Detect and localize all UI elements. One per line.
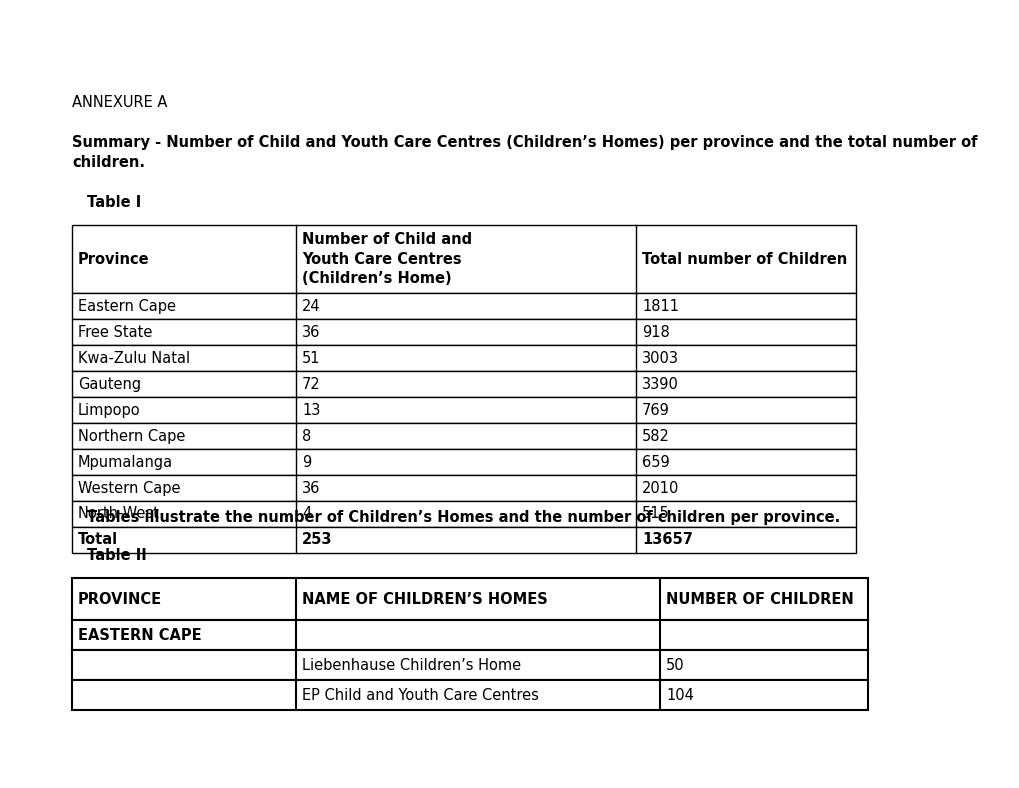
Text: 13657: 13657 — [641, 533, 692, 548]
Bar — [72, 423, 855, 449]
Text: 8: 8 — [302, 429, 311, 444]
Text: ANNEXURE A: ANNEXURE A — [72, 95, 167, 110]
Text: 50: 50 — [665, 657, 684, 672]
Text: Total: Total — [77, 533, 118, 548]
Text: Total number of Children: Total number of Children — [641, 251, 847, 266]
Text: Eastern Cape: Eastern Cape — [77, 299, 176, 314]
Text: 3390: 3390 — [641, 377, 679, 392]
Text: 659: 659 — [641, 455, 669, 470]
Text: 24: 24 — [302, 299, 320, 314]
Text: Northern Cape: Northern Cape — [77, 429, 185, 444]
Text: North-West: North-West — [77, 507, 160, 522]
Text: Western Cape: Western Cape — [77, 481, 180, 496]
Text: NAME OF CHILDREN’S HOMES: NAME OF CHILDREN’S HOMES — [302, 592, 547, 607]
Text: 515: 515 — [641, 507, 669, 522]
Bar — [72, 527, 855, 553]
Text: 36: 36 — [302, 325, 320, 340]
Text: Tables illustrate the number of Children’s Homes and the number of children per : Tables illustrate the number of Children… — [87, 510, 840, 525]
Text: 582: 582 — [641, 429, 669, 444]
Text: Table II: Table II — [87, 548, 147, 563]
Bar — [72, 449, 855, 475]
Text: Mpumalanga: Mpumalanga — [77, 455, 173, 470]
Text: NUMBER OF CHILDREN: NUMBER OF CHILDREN — [665, 592, 853, 607]
Text: Table I: Table I — [87, 195, 141, 210]
Text: 4: 4 — [302, 507, 311, 522]
Bar — [72, 293, 855, 319]
Bar — [72, 501, 855, 527]
Text: Liebenhause Children’s Home: Liebenhause Children’s Home — [302, 657, 521, 672]
Text: Kwa-Zulu Natal: Kwa-Zulu Natal — [77, 351, 190, 366]
Text: 2010: 2010 — [641, 481, 679, 496]
Bar — [72, 319, 855, 345]
Text: 3003: 3003 — [641, 351, 679, 366]
Bar — [72, 225, 855, 293]
Bar — [72, 620, 867, 650]
Text: EASTERN CAPE: EASTERN CAPE — [77, 627, 202, 642]
Text: Province: Province — [77, 251, 150, 266]
Text: 9: 9 — [302, 455, 311, 470]
Text: 1811: 1811 — [641, 299, 679, 314]
Text: EP Child and Youth Care Centres: EP Child and Youth Care Centres — [302, 687, 538, 702]
Bar — [72, 578, 867, 620]
Text: 72: 72 — [302, 377, 320, 392]
Text: Summary - Number of Child and Youth Care Centres (Children’s Homes) per province: Summary - Number of Child and Youth Care… — [72, 135, 976, 150]
Text: 918: 918 — [641, 325, 669, 340]
Bar — [72, 397, 855, 423]
Text: Gauteng: Gauteng — [77, 377, 141, 392]
Bar — [72, 650, 867, 680]
Text: 769: 769 — [641, 403, 669, 418]
Text: 51: 51 — [302, 351, 320, 366]
Bar — [72, 680, 867, 710]
Text: 13: 13 — [302, 403, 320, 418]
Text: Free State: Free State — [77, 325, 152, 340]
Text: children.: children. — [72, 155, 145, 170]
Bar — [72, 475, 855, 501]
Bar — [72, 345, 855, 371]
Bar — [72, 371, 855, 397]
Text: Limpopo: Limpopo — [77, 403, 141, 418]
Text: 36: 36 — [302, 481, 320, 496]
Text: 104: 104 — [665, 687, 693, 702]
Text: 253: 253 — [302, 533, 332, 548]
Text: PROVINCE: PROVINCE — [77, 592, 162, 607]
Text: Number of Child and
Youth Care Centres
(Children’s Home): Number of Child and Youth Care Centres (… — [302, 232, 472, 286]
